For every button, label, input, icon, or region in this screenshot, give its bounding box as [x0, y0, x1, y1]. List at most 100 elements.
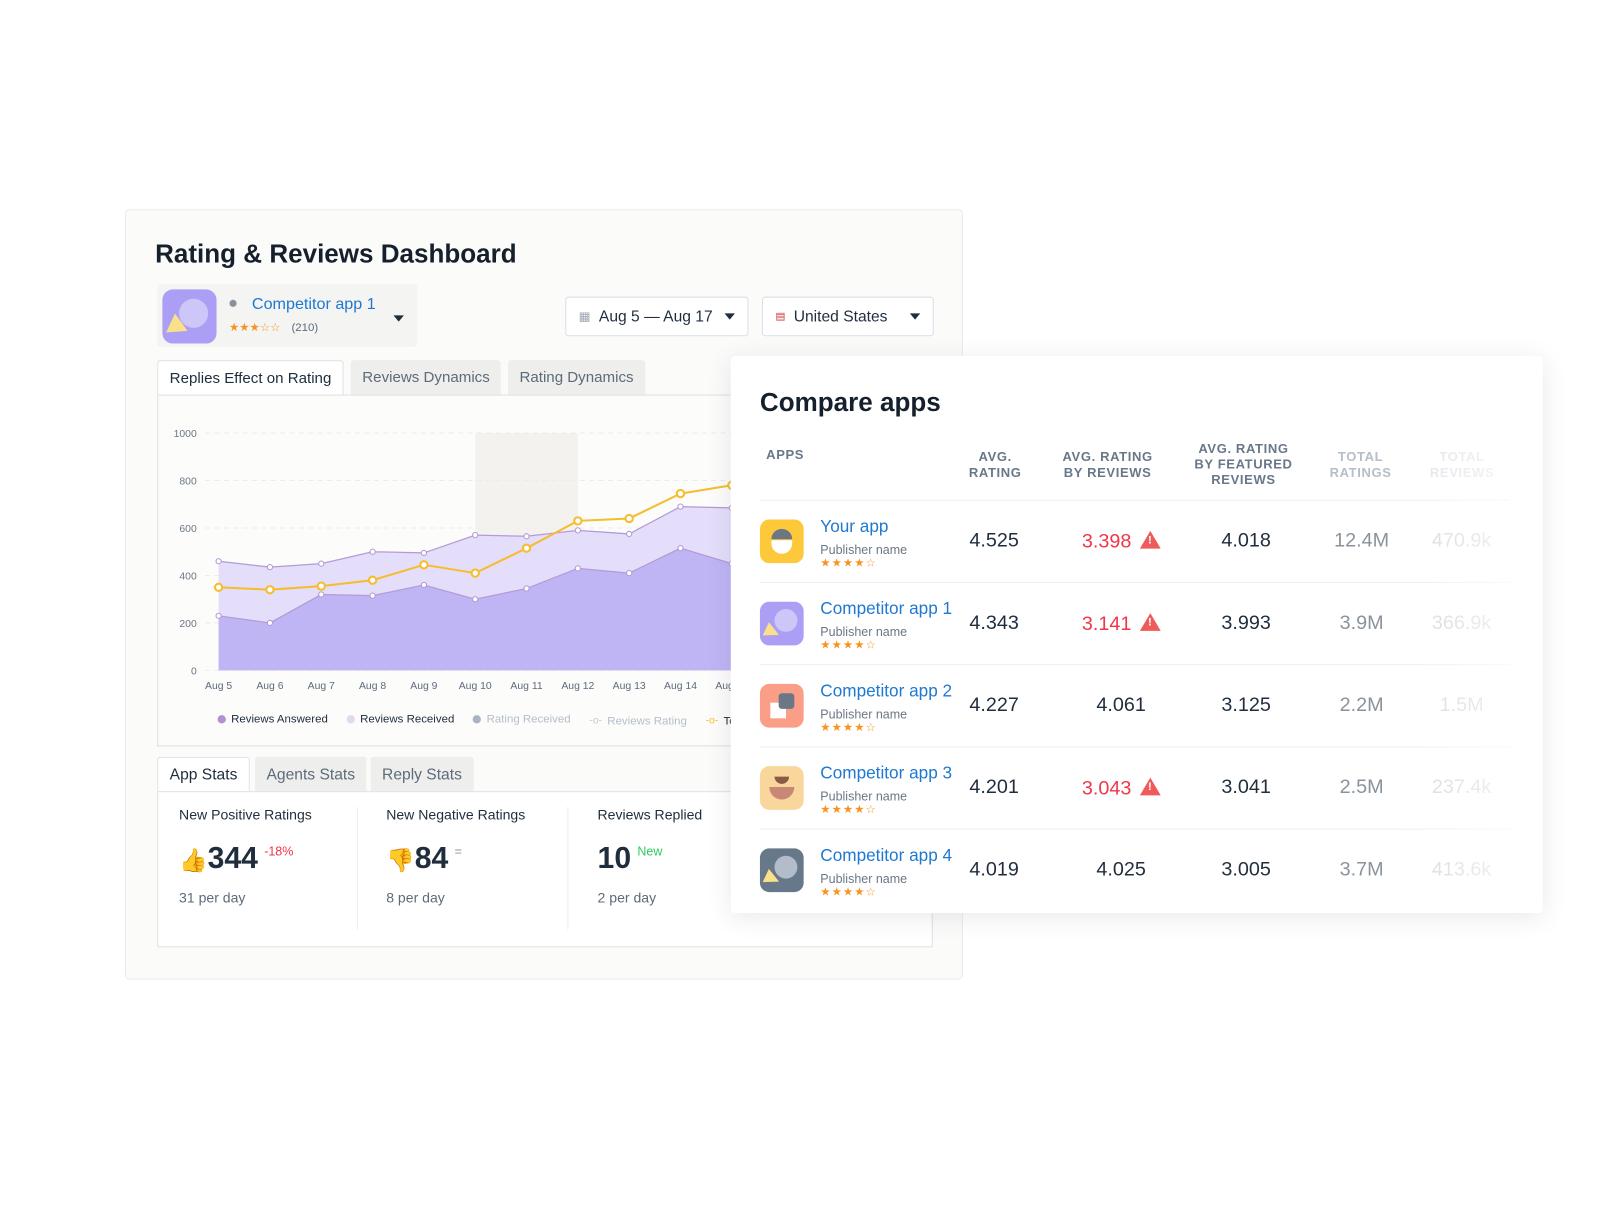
total-reviews: 237.4k	[1431, 776, 1492, 799]
reviews-answered-point	[266, 619, 274, 627]
total-ratings: 3.7M	[1339, 858, 1384, 881]
x-tick-label: Aug 14	[664, 681, 697, 692]
publisher-name: Publisher name	[820, 542, 908, 557]
app-row[interactable]: Competitor app 4 Publisher name ★★★★☆ 4.…	[759, 828, 1510, 911]
avg-rating: 4.201	[969, 776, 1019, 799]
warning-icon	[1139, 613, 1161, 631]
y-tick-label: 0	[191, 667, 197, 678]
stat-label: New Negative Ratings	[386, 806, 526, 823]
app-stars: ★★★★☆	[820, 803, 877, 817]
header-apps: APPS	[766, 447, 805, 463]
date-range-dropdown[interactable]: ▦ Aug 5 — Aug 17	[565, 296, 749, 337]
reviews-received-point	[369, 548, 376, 555]
app-selector[interactable]: ● Competitor app 1 ★★★☆☆ (210)	[157, 284, 418, 347]
total-point	[624, 513, 634, 524]
legend-label: Reviews Rating	[607, 714, 687, 728]
reviews-received-point	[420, 549, 428, 557]
x-tick-label: Aug 13	[613, 681, 646, 692]
reviews-answered-point	[677, 545, 684, 552]
app-name-link[interactable]: Competitor app 3	[820, 764, 953, 783]
legend-dot-icon	[217, 715, 226, 724]
x-tick-label: Aug 10	[459, 681, 492, 692]
reviews-answered-point	[369, 592, 376, 599]
stat-change: New	[637, 844, 663, 859]
reviews-received-point	[523, 533, 530, 540]
reviews-answered-point	[574, 565, 581, 572]
stat-per-day: 31 per day	[179, 890, 246, 906]
total-ratings: 12.4M	[1334, 529, 1390, 552]
avg-by-reviews: 3.043	[1053, 777, 1188, 801]
app-row[interactable]: Competitor app 2 Publisher name ★★★★☆ 4.…	[759, 664, 1510, 746]
app-name-link[interactable]: Your app	[820, 517, 889, 537]
app-name-link[interactable]: Competitor app 1	[820, 599, 953, 619]
publisher-name: Publisher name	[820, 871, 908, 886]
publisher-name: Publisher name	[820, 789, 908, 804]
total-reviews: 366.9k	[1431, 612, 1492, 634]
chart-legend: Reviews Answered Reviews Received Rating R…	[217, 710, 755, 729]
country-dropdown[interactable]: ▤ United States	[762, 296, 934, 337]
app-row[interactable]: Competitor app 3 Publisher name ★★★★☆ 4.…	[759, 746, 1510, 828]
app-stars: ★★★★☆	[820, 639, 877, 652]
avg-rating: 4.525	[969, 529, 1019, 552]
avg-by-reviews: 3.398	[1053, 530, 1188, 554]
legend-item[interactable]: Reviews Answered	[217, 713, 328, 726]
header-avg-rating: AVG. RATING	[968, 449, 1022, 480]
legend-label: Rating Received	[486, 713, 571, 726]
thumbs-up-icon: 👍	[179, 847, 208, 874]
header-total-ratings: TOTAL RATINGS	[1329, 449, 1392, 480]
total-reviews: 1.5M	[1439, 694, 1484, 717]
stat-label: New Positive Ratings	[179, 806, 312, 823]
reviews-received-point	[266, 564, 274, 571]
app-row[interactable]: Your app Publisher name ★★★★☆ 4.525 3.39…	[759, 499, 1510, 582]
date-range-value: Aug 5 — Aug 17	[598, 307, 713, 326]
reviews-received-point	[472, 531, 479, 539]
reviews-received-point	[574, 527, 581, 534]
app-name-link[interactable]: Competitor app 2	[820, 681, 953, 701]
legend-label: Reviews Received	[360, 713, 455, 726]
x-tick-label: Aug 11	[510, 681, 542, 692]
total-reviews: 470.9k	[1431, 529, 1492, 552]
tab-replies-effect[interactable]: Replies Effect on Rating	[157, 360, 344, 396]
app-stars: ★★★★☆	[820, 721, 877, 734]
legend-item[interactable]: -o- Reviews Rating	[589, 715, 686, 727]
total-point	[316, 581, 326, 591]
legend-item[interactable]: Rating Received	[473, 713, 571, 726]
app-row[interactable]: Competitor app 1 Publisher name ★★★★☆ 4.…	[759, 581, 1510, 664]
stat-positive: New Positive Ratings 👍344 -18% 31 per day	[179, 792, 356, 917]
legend-dot-icon	[473, 715, 482, 724]
total-point	[419, 560, 429, 570]
y-tick-label: 400	[179, 572, 197, 583]
thumbs-down-icon: 👎	[386, 847, 415, 874]
stat-per-day: 8 per day	[386, 890, 445, 906]
reviews-answered-point	[523, 585, 530, 592]
tab-reviews-dynamics[interactable]: Reviews Dynamics	[350, 360, 502, 396]
tab-reply-stats[interactable]: Reply Stats	[370, 756, 474, 793]
app-icon	[162, 289, 217, 344]
reviews-received-point	[215, 558, 222, 565]
legend-item[interactable]: Reviews Received	[346, 713, 455, 726]
total-point	[265, 585, 275, 595]
app-stars: ★★★★☆	[820, 885, 877, 899]
stat-replied: Reviews Replied 10 New 2 per day	[598, 792, 775, 917]
reviews-received-point	[677, 503, 684, 510]
warning-icon	[1139, 530, 1161, 549]
tab-rating-dynamics[interactable]: Rating Dynamics	[508, 360, 645, 396]
tab-agents-stats[interactable]: Agents Stats	[255, 756, 367, 793]
compare-apps-panel: Compare apps APPS AVG. RATING AVG. RATIN…	[730, 356, 1543, 913]
stat-negative: New Negative Ratings 👎84 = 8 per day	[386, 792, 563, 917]
header-avg-by-reviews: AVG. RATING BY REVIEWS	[1062, 449, 1153, 480]
avg-rating: 4.019	[969, 858, 1019, 881]
total-point	[521, 543, 532, 553]
total-ratings: 2.2M	[1339, 694, 1384, 717]
x-tick-label: Aug 8	[359, 681, 386, 692]
us-flag-icon: ▤	[775, 310, 786, 323]
app-stars: ★★★☆☆	[229, 321, 281, 335]
x-tick-label: Aug 12	[561, 681, 594, 692]
apple-icon: ●	[227, 294, 239, 313]
x-tick-label: Aug 7	[308, 681, 335, 692]
app-name-link[interactable]: Competitor app 4	[820, 846, 953, 866]
warning-icon	[1139, 777, 1161, 796]
total-point	[675, 488, 686, 499]
avg-by-reviews: 4.025	[1096, 858, 1146, 881]
tab-app-stats[interactable]: App Stats	[157, 756, 250, 793]
